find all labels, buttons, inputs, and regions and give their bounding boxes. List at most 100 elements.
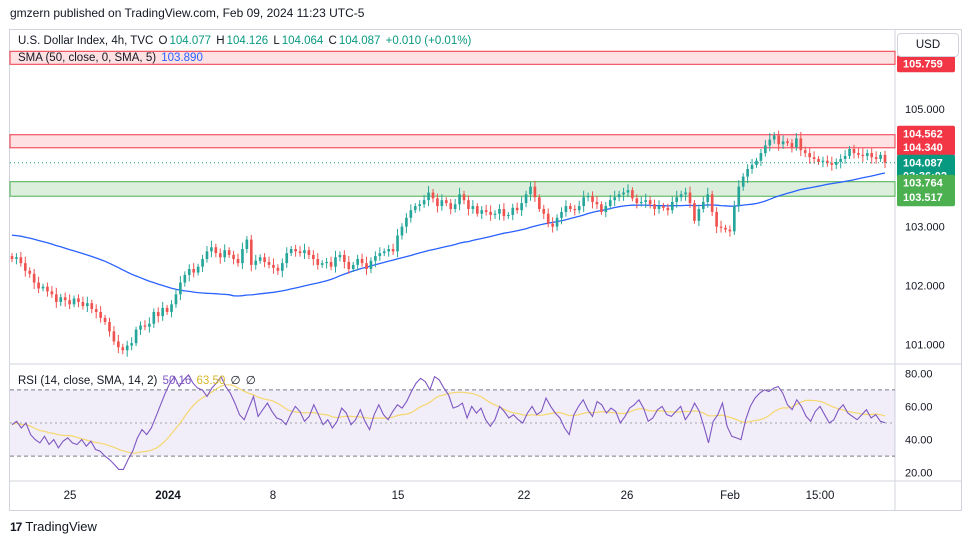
- rsi-band-fill: [10, 389, 895, 457]
- time-tick-label: 22: [518, 490, 531, 502]
- candle-body: [94, 309, 98, 312]
- rsi-legend-empty-2: ∅: [245, 375, 256, 387]
- price-tick-label: 105.000: [905, 104, 945, 116]
- candle-body: [728, 229, 732, 232]
- candle-body: [405, 217, 408, 227]
- candle-body: [555, 217, 559, 227]
- time-tick-label: Feb: [720, 490, 740, 502]
- candle-body: [303, 250, 306, 254]
- candle-body: [378, 253, 382, 257]
- candle-body: [77, 298, 80, 302]
- tradingview-footer[interactable]: 17 TradingView: [10, 519, 97, 534]
- candle-body: [879, 154, 882, 159]
- candle-body: [130, 343, 133, 346]
- badge-104-562: 104.562: [903, 129, 943, 141]
- candle-body: [777, 135, 780, 145]
- candle-body: [701, 201, 705, 209]
- candle-body: [205, 251, 209, 260]
- candle-body: [440, 200, 444, 207]
- candle-body: [289, 249, 293, 254]
- candle-body: [772, 135, 776, 140]
- badge-104-340: 104.340: [903, 142, 943, 154]
- candle-body: [471, 206, 475, 209]
- candle-body: [72, 298, 76, 305]
- ohlc-high-label: H: [216, 35, 225, 47]
- candle-body: [280, 263, 284, 271]
- time-tick-label: 8: [270, 490, 276, 502]
- candle-body: [741, 176, 745, 187]
- candle-body: [498, 209, 501, 214]
- candle-body: [227, 250, 231, 255]
- candle-body: [852, 148, 856, 154]
- badge-last-price: 104.087: [903, 158, 943, 170]
- candle-body: [90, 303, 94, 310]
- candle-body: [192, 269, 196, 273]
- rsi-tick-label: 20.00: [905, 468, 933, 480]
- candle-body: [764, 145, 767, 154]
- candle-body: [351, 264, 355, 270]
- candle-body: [662, 206, 665, 208]
- sma-legend-value: 103.890: [161, 52, 203, 64]
- candle-body: [148, 323, 151, 327]
- candle-body: [418, 204, 422, 207]
- candle-body: [50, 291, 54, 295]
- time-tick-label: 15:00: [806, 490, 835, 502]
- symbol-title[interactable]: U.S. Dollar Index, 4h, TVC: [18, 35, 154, 47]
- candle-body: [59, 297, 63, 302]
- candle-body: [161, 307, 164, 317]
- currency-button[interactable]: USD: [897, 33, 959, 57]
- candle-body: [538, 197, 541, 209]
- candle-body: [653, 204, 656, 209]
- candle-body: [320, 263, 324, 265]
- candle-body: [799, 138, 803, 151]
- candle-body: [241, 249, 244, 264]
- candle-body: [458, 194, 461, 205]
- candle-body: [874, 157, 878, 159]
- candle-body: [112, 331, 116, 342]
- candle-body: [600, 204, 603, 212]
- candle-body: [10, 256, 14, 260]
- candle-body: [307, 250, 311, 255]
- candle-body: [263, 257, 266, 262]
- candle-body: [444, 200, 448, 204]
- candle-body: [529, 186, 532, 195]
- candle-body: [657, 206, 661, 209]
- candle-body: [183, 274, 187, 283]
- rsi-legend-empty-1: ∅: [230, 375, 241, 387]
- candle-body: [542, 209, 546, 214]
- candle-body: [507, 214, 510, 217]
- candle-body: [298, 251, 302, 254]
- ohlc-open-label: O: [158, 35, 168, 47]
- candle-body: [453, 204, 457, 209]
- candle-body: [356, 259, 359, 265]
- sma-legend[interactable]: SMA (50, close, 0, SMA, 5) 103.890: [18, 52, 205, 64]
- candle-body: [369, 260, 373, 270]
- candle-body: [117, 341, 120, 348]
- candle-body: [710, 194, 714, 212]
- candle-body: [165, 307, 169, 312]
- candle-body: [489, 211, 492, 215]
- candle-body: [613, 197, 617, 201]
- rsi-legend[interactable]: RSI (14, close, SMA, 14, 2) 50.16 63.50 …: [18, 373, 258, 387]
- ohlc-low-label: L: [273, 35, 280, 47]
- ohlc-low-value: 104.064: [281, 35, 324, 47]
- candle-body: [125, 345, 129, 351]
- candle-body: [626, 190, 630, 193]
- rsi-sma-line: [11, 384, 886, 454]
- candle-body: [768, 139, 772, 146]
- candle-body: [808, 153, 811, 158]
- candle-body: [214, 247, 218, 254]
- candle-body: [223, 250, 227, 258]
- rsi-legend-value: 50.16: [162, 375, 192, 387]
- candle-body: [387, 249, 390, 252]
- candle-body: [285, 253, 289, 264]
- candle-body: [267, 261, 271, 265]
- candle-body: [187, 269, 191, 275]
- candle-body: [334, 257, 337, 267]
- candle-body: [196, 266, 200, 273]
- candle-body: [400, 226, 404, 236]
- candle-body: [511, 207, 515, 215]
- candle-body: [746, 168, 749, 177]
- candle-body: [697, 209, 701, 221]
